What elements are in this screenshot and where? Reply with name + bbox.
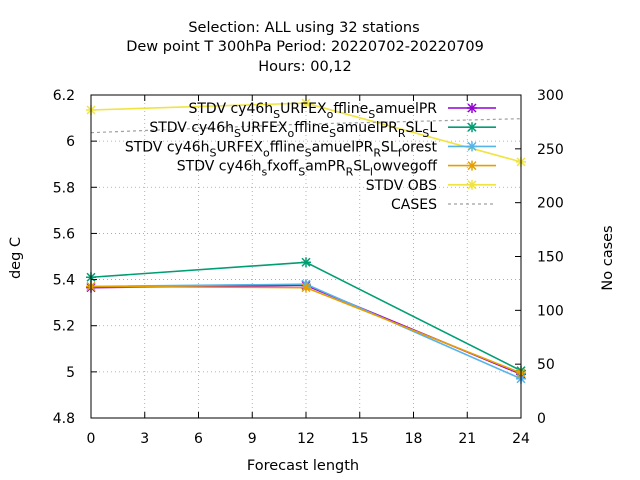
y-tick-label: 5.2	[53, 319, 75, 335]
x-axis-label: Forecast length	[247, 458, 359, 474]
legend-label: STDV cy46hSURFEXofflineSamuelPRRSLforest	[125, 139, 438, 159]
legend-marker	[467, 103, 477, 113]
chart-title-line1: Selection: ALL using 32 stations	[188, 20, 419, 36]
x-tick-label: 9	[248, 431, 257, 447]
series-line-0	[90, 284, 522, 375]
y-tick-label: 5	[66, 365, 75, 381]
y-tick-label: 4.8	[53, 411, 75, 427]
legend-marker	[467, 122, 477, 133]
y2-axis-label: No cases	[600, 225, 616, 290]
y2-tick-label: 150	[537, 250, 564, 266]
x-tick-label: 18	[405, 431, 423, 447]
legend-label: STDV OBS	[366, 178, 437, 194]
legend-marker	[467, 141, 477, 152]
y2-tick-label: 200	[537, 196, 564, 212]
y-tick-label: 6	[66, 134, 75, 150]
series-point-3	[301, 282, 311, 293]
chart-title-line3: Hours: 00,12	[258, 59, 352, 75]
series-line-1	[90, 261, 522, 372]
legend-label: CASES	[391, 197, 437, 213]
legend-marker	[467, 160, 477, 171]
legend-label: STDV cy46hSURFEXofflineSamuelPRRSLSL	[149, 120, 437, 140]
chart-title-line2: Dew point T 300hPa Period: 20220702-2022…	[126, 39, 484, 55]
legend-label: STDV cy46hsfxoffSamPRRSLlowvegoff	[177, 159, 438, 179]
x-tick-label: 6	[194, 431, 203, 447]
y2-tick-label: 50	[537, 357, 555, 373]
x-tick-label: 15	[351, 431, 369, 447]
y2-tick-label: 300	[537, 88, 564, 104]
y-tick-label: 5.4	[53, 273, 75, 289]
y2-tick-label: 0	[537, 411, 546, 427]
x-tick-label: 0	[87, 431, 96, 447]
series-point-1	[301, 257, 311, 268]
y-tick-label: 6.2	[53, 88, 75, 104]
y-tick-label: 5.8	[53, 180, 75, 196]
y2-tick-label: 250	[537, 142, 564, 158]
tick-layer: 0 3 6 9 12 15 18 21 24 4.8 5 5.2 5.4 5.6 5.8 6 6.2 0 50 100…	[53, 88, 564, 447]
legend-marker	[467, 179, 477, 190]
x-tick-label: 21	[458, 431, 476, 447]
y-axis-label: deg C	[8, 237, 24, 279]
y-tick-label: 5.6	[53, 226, 75, 242]
x-tick-label: 3	[140, 431, 149, 447]
x-tick-label: 24	[512, 431, 530, 447]
y2-tick-label: 100	[537, 303, 564, 319]
x-tick-label: 12	[297, 431, 315, 447]
legend-label: STDV cy46hSURFEXofflineSamuelPR	[188, 101, 437, 121]
